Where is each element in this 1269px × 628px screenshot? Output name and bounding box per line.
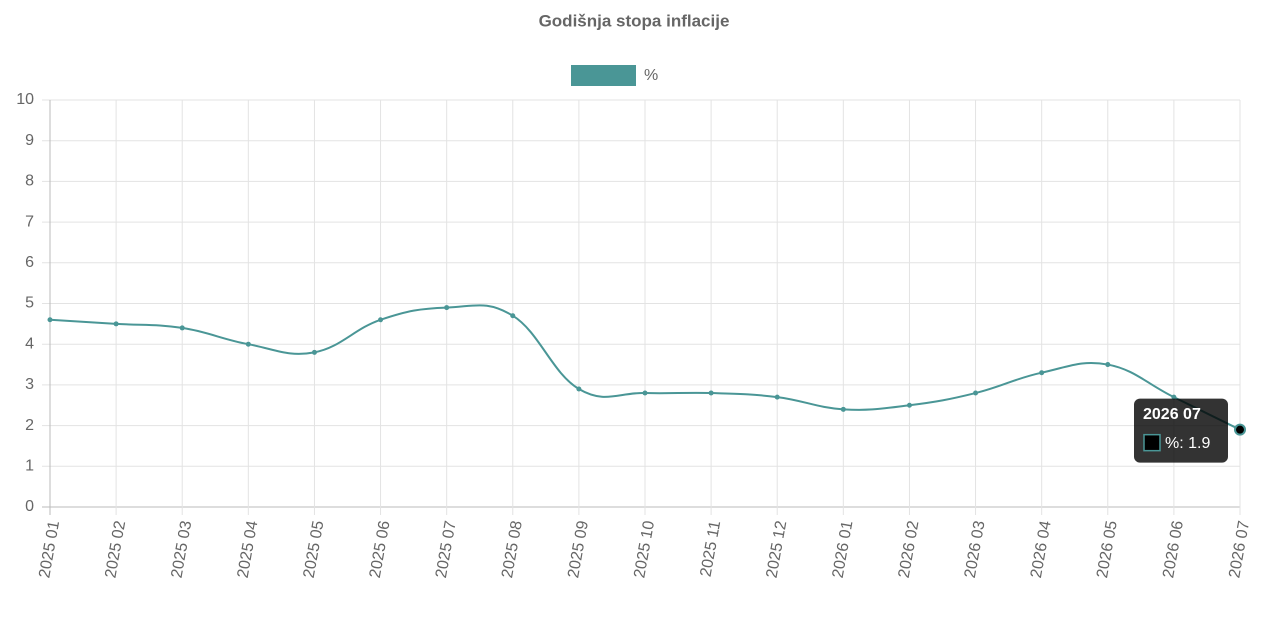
x-tick-label: 2025 12	[764, 519, 791, 579]
y-tick-label: 3	[25, 376, 34, 393]
y-tick-label: 5	[25, 295, 34, 312]
x-tick-label: 2025 09	[565, 519, 592, 579]
x-tick-label: 2026 02	[896, 519, 923, 579]
point	[1105, 362, 1111, 368]
point	[642, 390, 648, 396]
x-tick-label: 2025 01	[36, 519, 63, 579]
hover-point	[1234, 423, 1246, 436]
x-tick-label: 2025 05	[301, 519, 328, 579]
y-tick-label: 0	[25, 498, 34, 515]
x-tick-label: 2026 06	[1160, 519, 1187, 579]
x-tick-label: 2025 10	[631, 519, 658, 579]
point	[444, 305, 450, 311]
x-tick-label: 2026 04	[1028, 519, 1055, 579]
x-tick-label: 2025 11	[698, 519, 725, 578]
point	[378, 317, 384, 323]
legend-label: %	[644, 67, 658, 84]
legend-swatch	[571, 65, 636, 86]
y-tick-label: 4	[25, 335, 34, 352]
point	[708, 390, 714, 396]
y-tick-label: 8	[25, 173, 34, 190]
y-tick-label: 9	[25, 132, 34, 149]
point	[774, 394, 780, 400]
x-tick-label: 2025 04	[235, 519, 262, 579]
y-tick-label: 6	[25, 254, 34, 271]
point	[576, 386, 582, 392]
point	[245, 341, 251, 347]
x-tick-label: 2025 03	[169, 519, 196, 579]
point	[973, 390, 979, 396]
tooltip-label: %: 1.9	[1165, 435, 1210, 452]
x-tick-label: 2026 07	[1226, 519, 1253, 579]
point	[113, 321, 119, 327]
x-tick-label: 2025 02	[102, 519, 129, 579]
point	[311, 349, 317, 355]
point	[47, 317, 53, 323]
y-tick-label: 7	[25, 213, 34, 230]
tooltip-title: 2026 07	[1143, 406, 1201, 423]
point	[1039, 370, 1045, 376]
y-tick-label: 10	[16, 91, 34, 108]
y-tick-label: 2	[25, 417, 34, 434]
x-tick-label: 2026 01	[830, 519, 857, 579]
x-tick-label: 2025 07	[433, 519, 460, 579]
point	[840, 406, 846, 412]
point	[179, 325, 185, 331]
x-tick-label: 2026 03	[962, 519, 989, 579]
tooltip-swatch	[1143, 433, 1161, 452]
point	[906, 402, 912, 408]
point	[1171, 394, 1177, 400]
x-tick-label: 2025 06	[367, 519, 394, 579]
point	[510, 313, 516, 319]
x-tick-label: 2026 05	[1094, 519, 1121, 579]
chart-title: Godišnja stopa inflacije	[539, 11, 730, 30]
x-tick-label: 2025 08	[499, 519, 526, 579]
y-tick-label: 1	[25, 458, 34, 475]
